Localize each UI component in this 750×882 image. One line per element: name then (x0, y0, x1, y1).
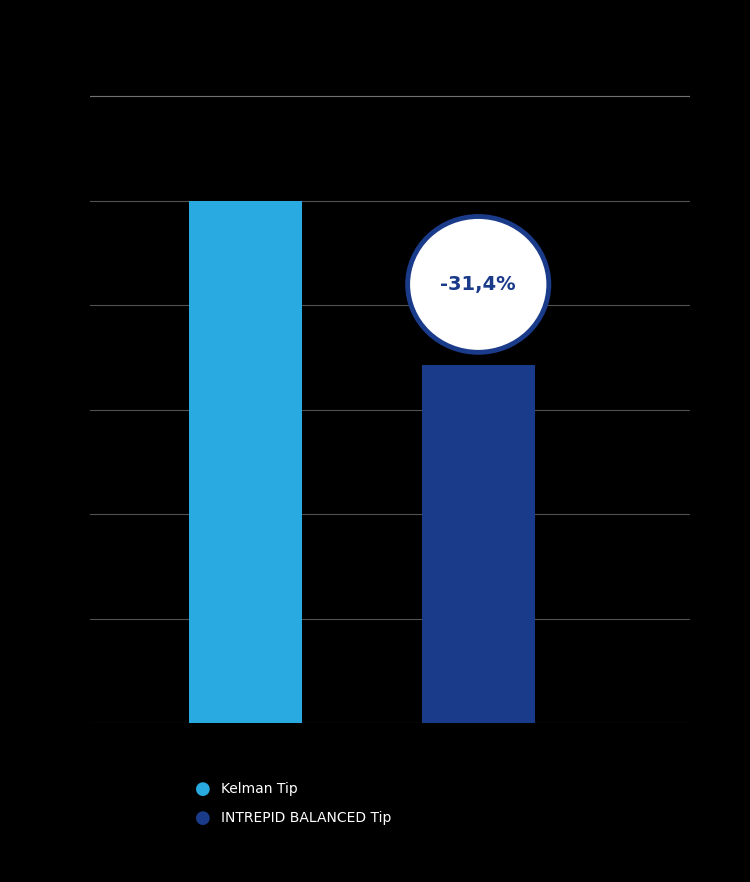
Text: ●: ● (195, 810, 210, 827)
Text: -31,4%: -31,4% (440, 275, 516, 294)
Ellipse shape (408, 216, 549, 352)
Bar (189, 201, 302, 723)
Text: ●: ● (195, 781, 210, 798)
Bar (422, 365, 535, 723)
Text: Kelman Tip: Kelman Tip (221, 782, 298, 796)
Text: INTREPID BALANCED Tip: INTREPID BALANCED Tip (221, 811, 392, 826)
